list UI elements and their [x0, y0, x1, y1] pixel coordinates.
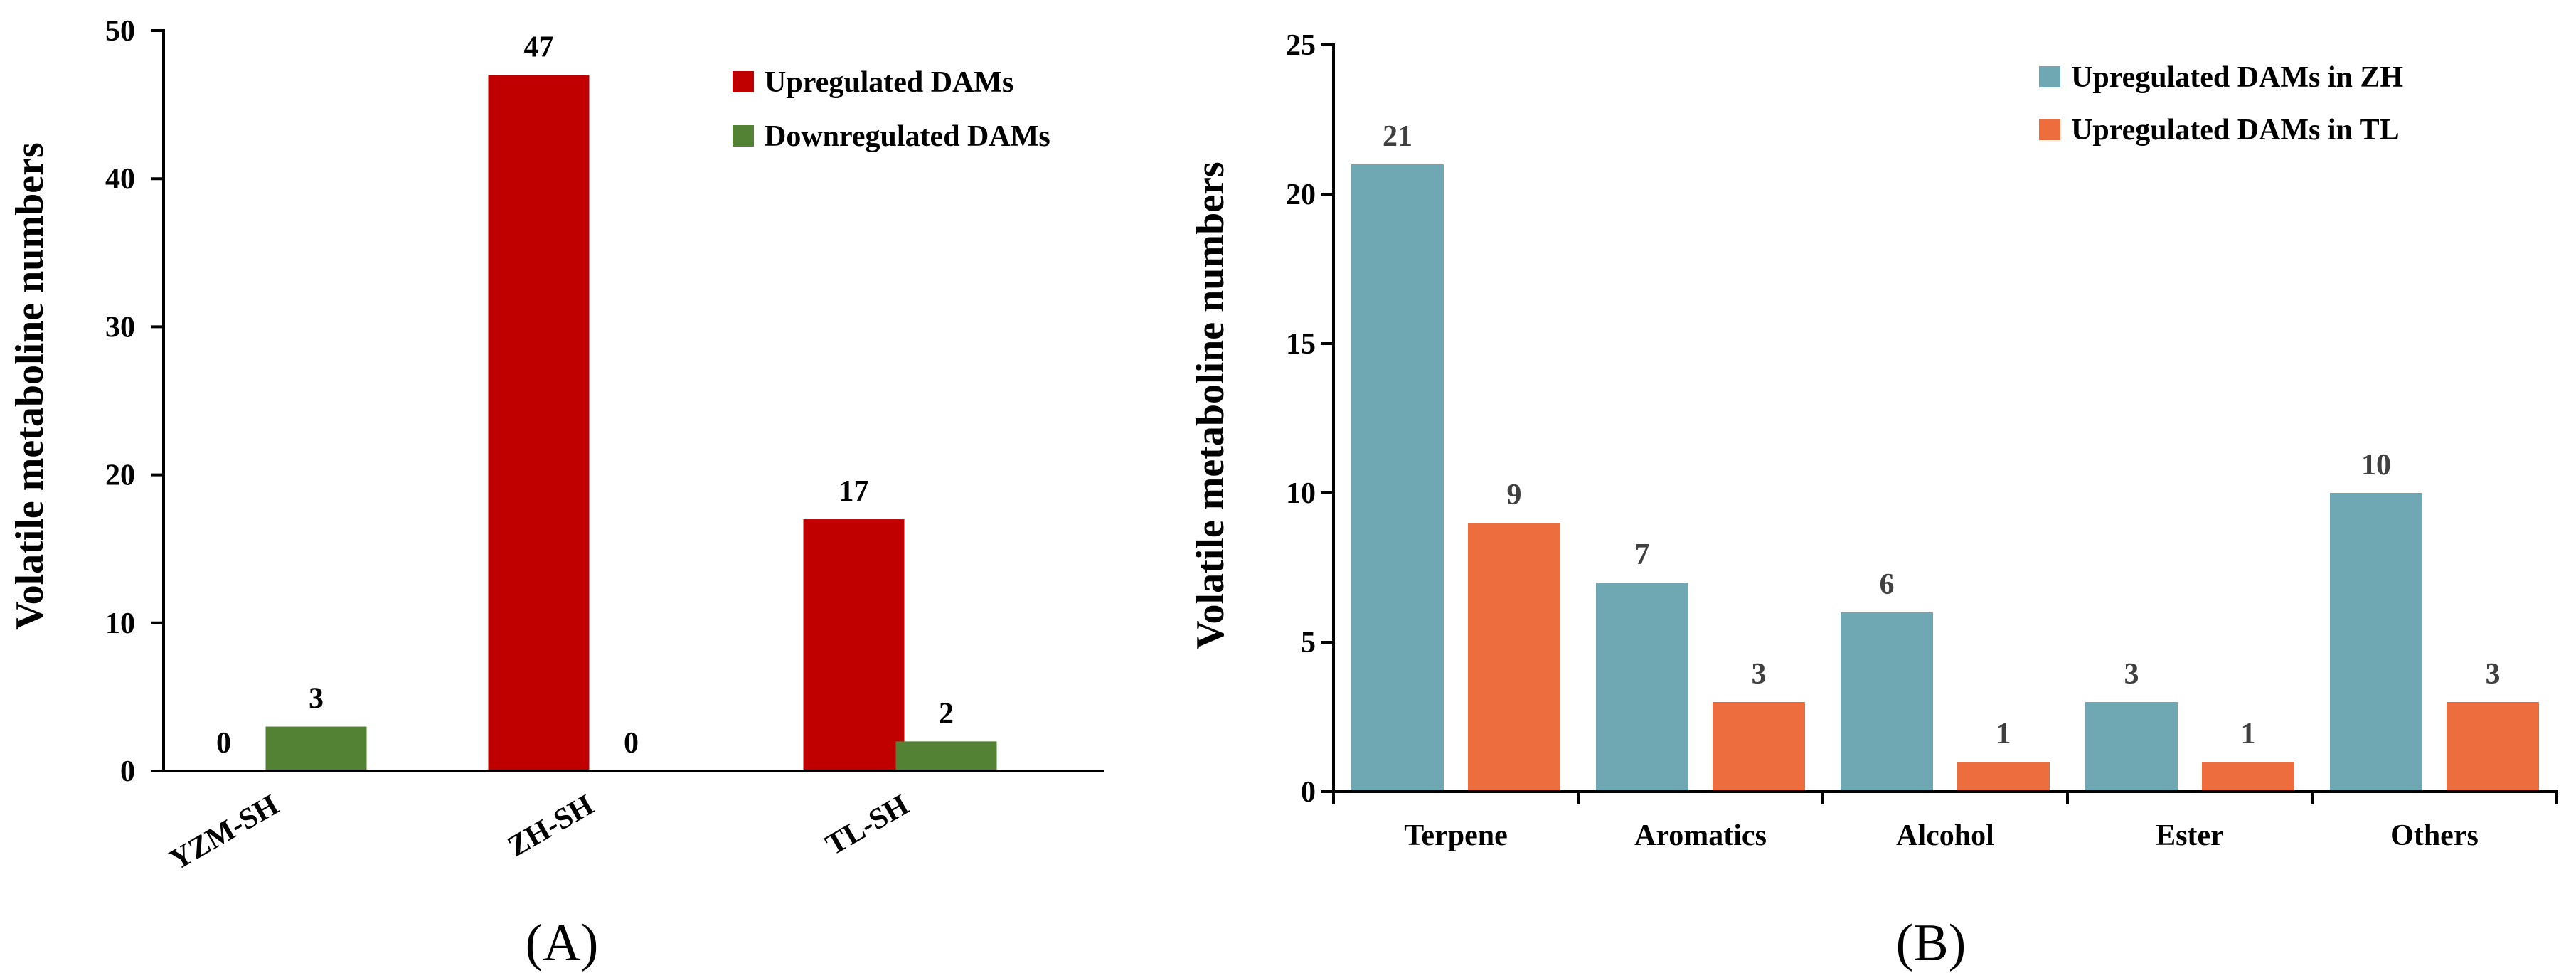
y-axis-label: Volatile metaboline numbers — [8, 142, 52, 629]
data-label: 17 — [839, 475, 869, 508]
y-tick-label: 10 — [105, 607, 135, 640]
y-tick-label: 10 — [1286, 477, 1316, 510]
x-tick-label: Ester — [2156, 819, 2224, 852]
y-tick-label: 20 — [1286, 179, 1316, 211]
data-label: 6 — [1880, 568, 1895, 601]
bar — [803, 519, 905, 771]
bar — [1841, 612, 1933, 792]
data-label: 2 — [939, 697, 954, 730]
data-label: 3 — [309, 683, 324, 716]
y-tick-label: 30 — [105, 311, 135, 344]
data-label: 21 — [1383, 120, 1412, 153]
data-label: 0 — [216, 727, 231, 760]
data-label: 3 — [2124, 658, 2139, 691]
legend-swatch — [733, 71, 754, 92]
data-label: 3 — [2486, 658, 2501, 691]
x-tick-label: Alcohol — [1896, 819, 1994, 852]
y-tick-label: 0 — [1301, 776, 1316, 809]
y-tick-label: 40 — [105, 163, 135, 196]
data-label: 1 — [2241, 718, 2256, 750]
x-tick-label: Terpene — [1404, 819, 1507, 852]
bar — [1957, 762, 2050, 792]
bar — [488, 75, 590, 771]
x-tick-label: Aromatics — [1634, 819, 1767, 852]
y-tick-label: 25 — [1286, 29, 1316, 62]
bar — [1468, 523, 1560, 792]
bar — [1351, 164, 1444, 792]
data-label: 7 — [1635, 538, 1650, 571]
y-axis-label: Volatile metaboline numbers — [1188, 161, 1233, 649]
y-tick-label: 0 — [120, 755, 135, 788]
bar — [2202, 762, 2294, 792]
y-tick-label: 50 — [105, 15, 135, 48]
bar — [895, 741, 997, 771]
data-label: 10 — [2361, 449, 2391, 482]
data-label: 1 — [1996, 718, 2011, 750]
chart-panel-b: 21 9 Terpene 7 3 Aromatics 6 1 Alcohol 3 1 Ester 10 3… — [1188, 29, 2558, 972]
x-tick-label: Others — [2390, 819, 2479, 852]
legend-swatch — [2039, 66, 2060, 87]
legend-label: Upregulated DAMs in ZH — [2071, 61, 2403, 94]
data-label: 3 — [1752, 658, 1767, 691]
bar — [1713, 702, 1805, 792]
bar — [2085, 702, 2178, 792]
bar — [1596, 583, 1688, 792]
x-tick-label: YZM-SH — [164, 789, 284, 877]
data-label: 47 — [524, 31, 554, 63]
y-tick-label: 20 — [105, 459, 135, 492]
panel-label: (A) — [526, 914, 599, 972]
bar — [2447, 702, 2539, 792]
y-tick-label: 15 — [1286, 328, 1316, 361]
x-tick-label: ZH-SH — [502, 789, 599, 863]
x-tick-label: TL-SH — [820, 789, 914, 862]
legend-label: Upregulated DAMs in TL — [2071, 114, 2400, 147]
legend-swatch — [2039, 119, 2060, 140]
data-label: 9 — [1507, 479, 1522, 511]
panel-label: (B) — [1896, 914, 1966, 972]
y-tick-label: 5 — [1301, 627, 1316, 659]
bar — [2330, 493, 2422, 792]
data-label: 0 — [624, 727, 639, 760]
legend-label: Downregulated DAMs — [765, 120, 1050, 153]
bar — [265, 726, 367, 771]
legend-label: Upregulated DAMs — [765, 66, 1013, 99]
legend-swatch — [733, 125, 754, 147]
chart-panel-a: 0 3 YZM-SH 47 0 ZH-SH 17 2 TL-SH 0 10 20 30 40 50 Volat… — [8, 15, 1104, 972]
